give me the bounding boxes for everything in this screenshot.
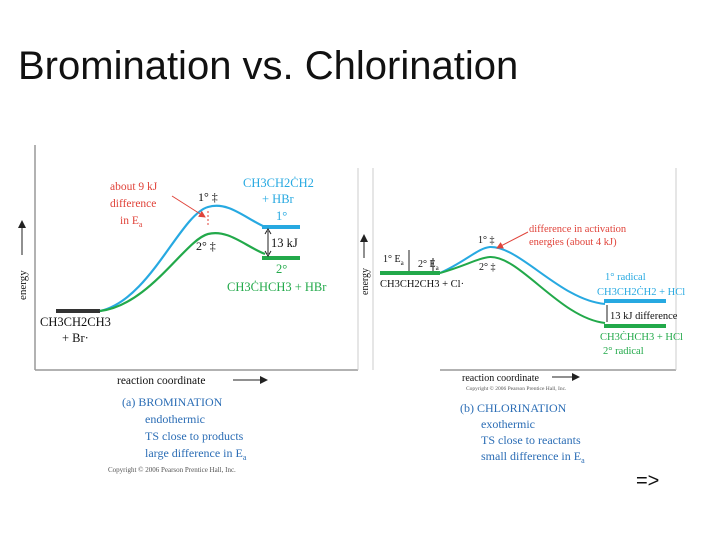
bromination-x-axis-label: reaction coordinate — [117, 375, 205, 387]
bromination-primary-product-formula: CH3CH2ĊH2 — [243, 175, 314, 190]
bromination-caption-title: (a) BROMINATION — [122, 395, 223, 409]
chlorination-difference-label: 13 kJ difference — [610, 311, 678, 322]
bromination-ea-note-2: difference — [110, 198, 156, 210]
chlorination-ea1-label: 1° Ea — [383, 254, 405, 267]
bromination-caption-2: TS close to products — [145, 429, 244, 443]
bromination-y-axis-label: energy — [17, 270, 29, 300]
bromination-reactant-formula: CH3CH2CH3 — [40, 315, 111, 329]
bromination-ts2-label: 2° ‡ — [196, 239, 216, 253]
bromination-secondary-product-label: 2° — [276, 262, 287, 276]
bromination-primary-product-label: 1° — [276, 209, 287, 223]
chlorination-caption-1: exothermic — [481, 417, 535, 431]
chlorination-primary-product-formula: CH3CH2ĊH2 + HCl — [597, 286, 685, 298]
chlorination-caption-title: (b) CHLORINATION — [460, 401, 567, 415]
bromination-ts1-label: 1° ‡ — [198, 190, 218, 204]
chlorination-x-axis-label: reaction coordinate — [462, 373, 539, 384]
chlorination-secondary-curve — [439, 255, 606, 324]
bromination-caption-3: large difference in Ea — [145, 446, 247, 462]
chlorination-y-axis-label: energy — [360, 268, 371, 295]
chlorination-panel: energy reaction coordinate Copyright © 2… — [360, 168, 685, 465]
slide-title: Bromination vs. Chlorination — [18, 44, 519, 88]
bromination-ea-pointer — [171, 195, 206, 218]
bromination-secondary-product-formula: CH3ĊHCH3 + HBr — [227, 279, 327, 294]
bromination-primary-product-formula-b: + HBr — [262, 192, 295, 206]
chlorination-primary-curve — [439, 245, 606, 305]
chlorination-secondary-product-formula: CH3ĊHCH3 + HCl — [600, 331, 683, 343]
chlorination-ts1-label: 1° ‡ — [478, 235, 495, 246]
bromination-panel: energy reaction coordinate 1° ‡ 2° ‡ abo… — [17, 145, 359, 474]
chlorination-copyright-top: Copyright © 2006 Pearson Prentice Hall, … — [466, 385, 567, 392]
bromination-caption-1: endothermic — [145, 412, 205, 426]
bromination-difference-label: 13 kJ — [271, 236, 298, 250]
bromination-ea-note-3: in Ea — [120, 215, 143, 229]
chlorination-ea2-label: 2° Ea — [418, 259, 440, 272]
chlorination-ea-pointer — [496, 231, 529, 249]
chlorination-caption-3: small difference in Ea — [481, 449, 585, 465]
chlorination-ts2-label: 2° ‡ — [479, 262, 496, 273]
bromination-secondary-curve — [99, 232, 266, 313]
chlorination-note-1: difference in activation — [529, 224, 627, 235]
bromination-ea-note-1: about 9 kJ — [110, 181, 158, 193]
next-slide-link[interactable]: => — [636, 470, 660, 492]
chlorination-reactant-formula: CH3CH2CH3 + Cl· — [380, 279, 464, 290]
chlorination-note-2: energies (about 4 kJ) — [529, 237, 617, 248]
chlorination-secondary-product-label: 2° radical — [603, 346, 644, 357]
bromination-copyright: Copyright © 2006 Pearson Prentice Hall, … — [108, 466, 236, 474]
chlorination-caption-2: TS close to reactants — [481, 433, 581, 447]
chlorination-primary-product-label: 1° radical — [605, 272, 646, 283]
bromination-reactant-formula-b: + Br· — [62, 331, 89, 345]
